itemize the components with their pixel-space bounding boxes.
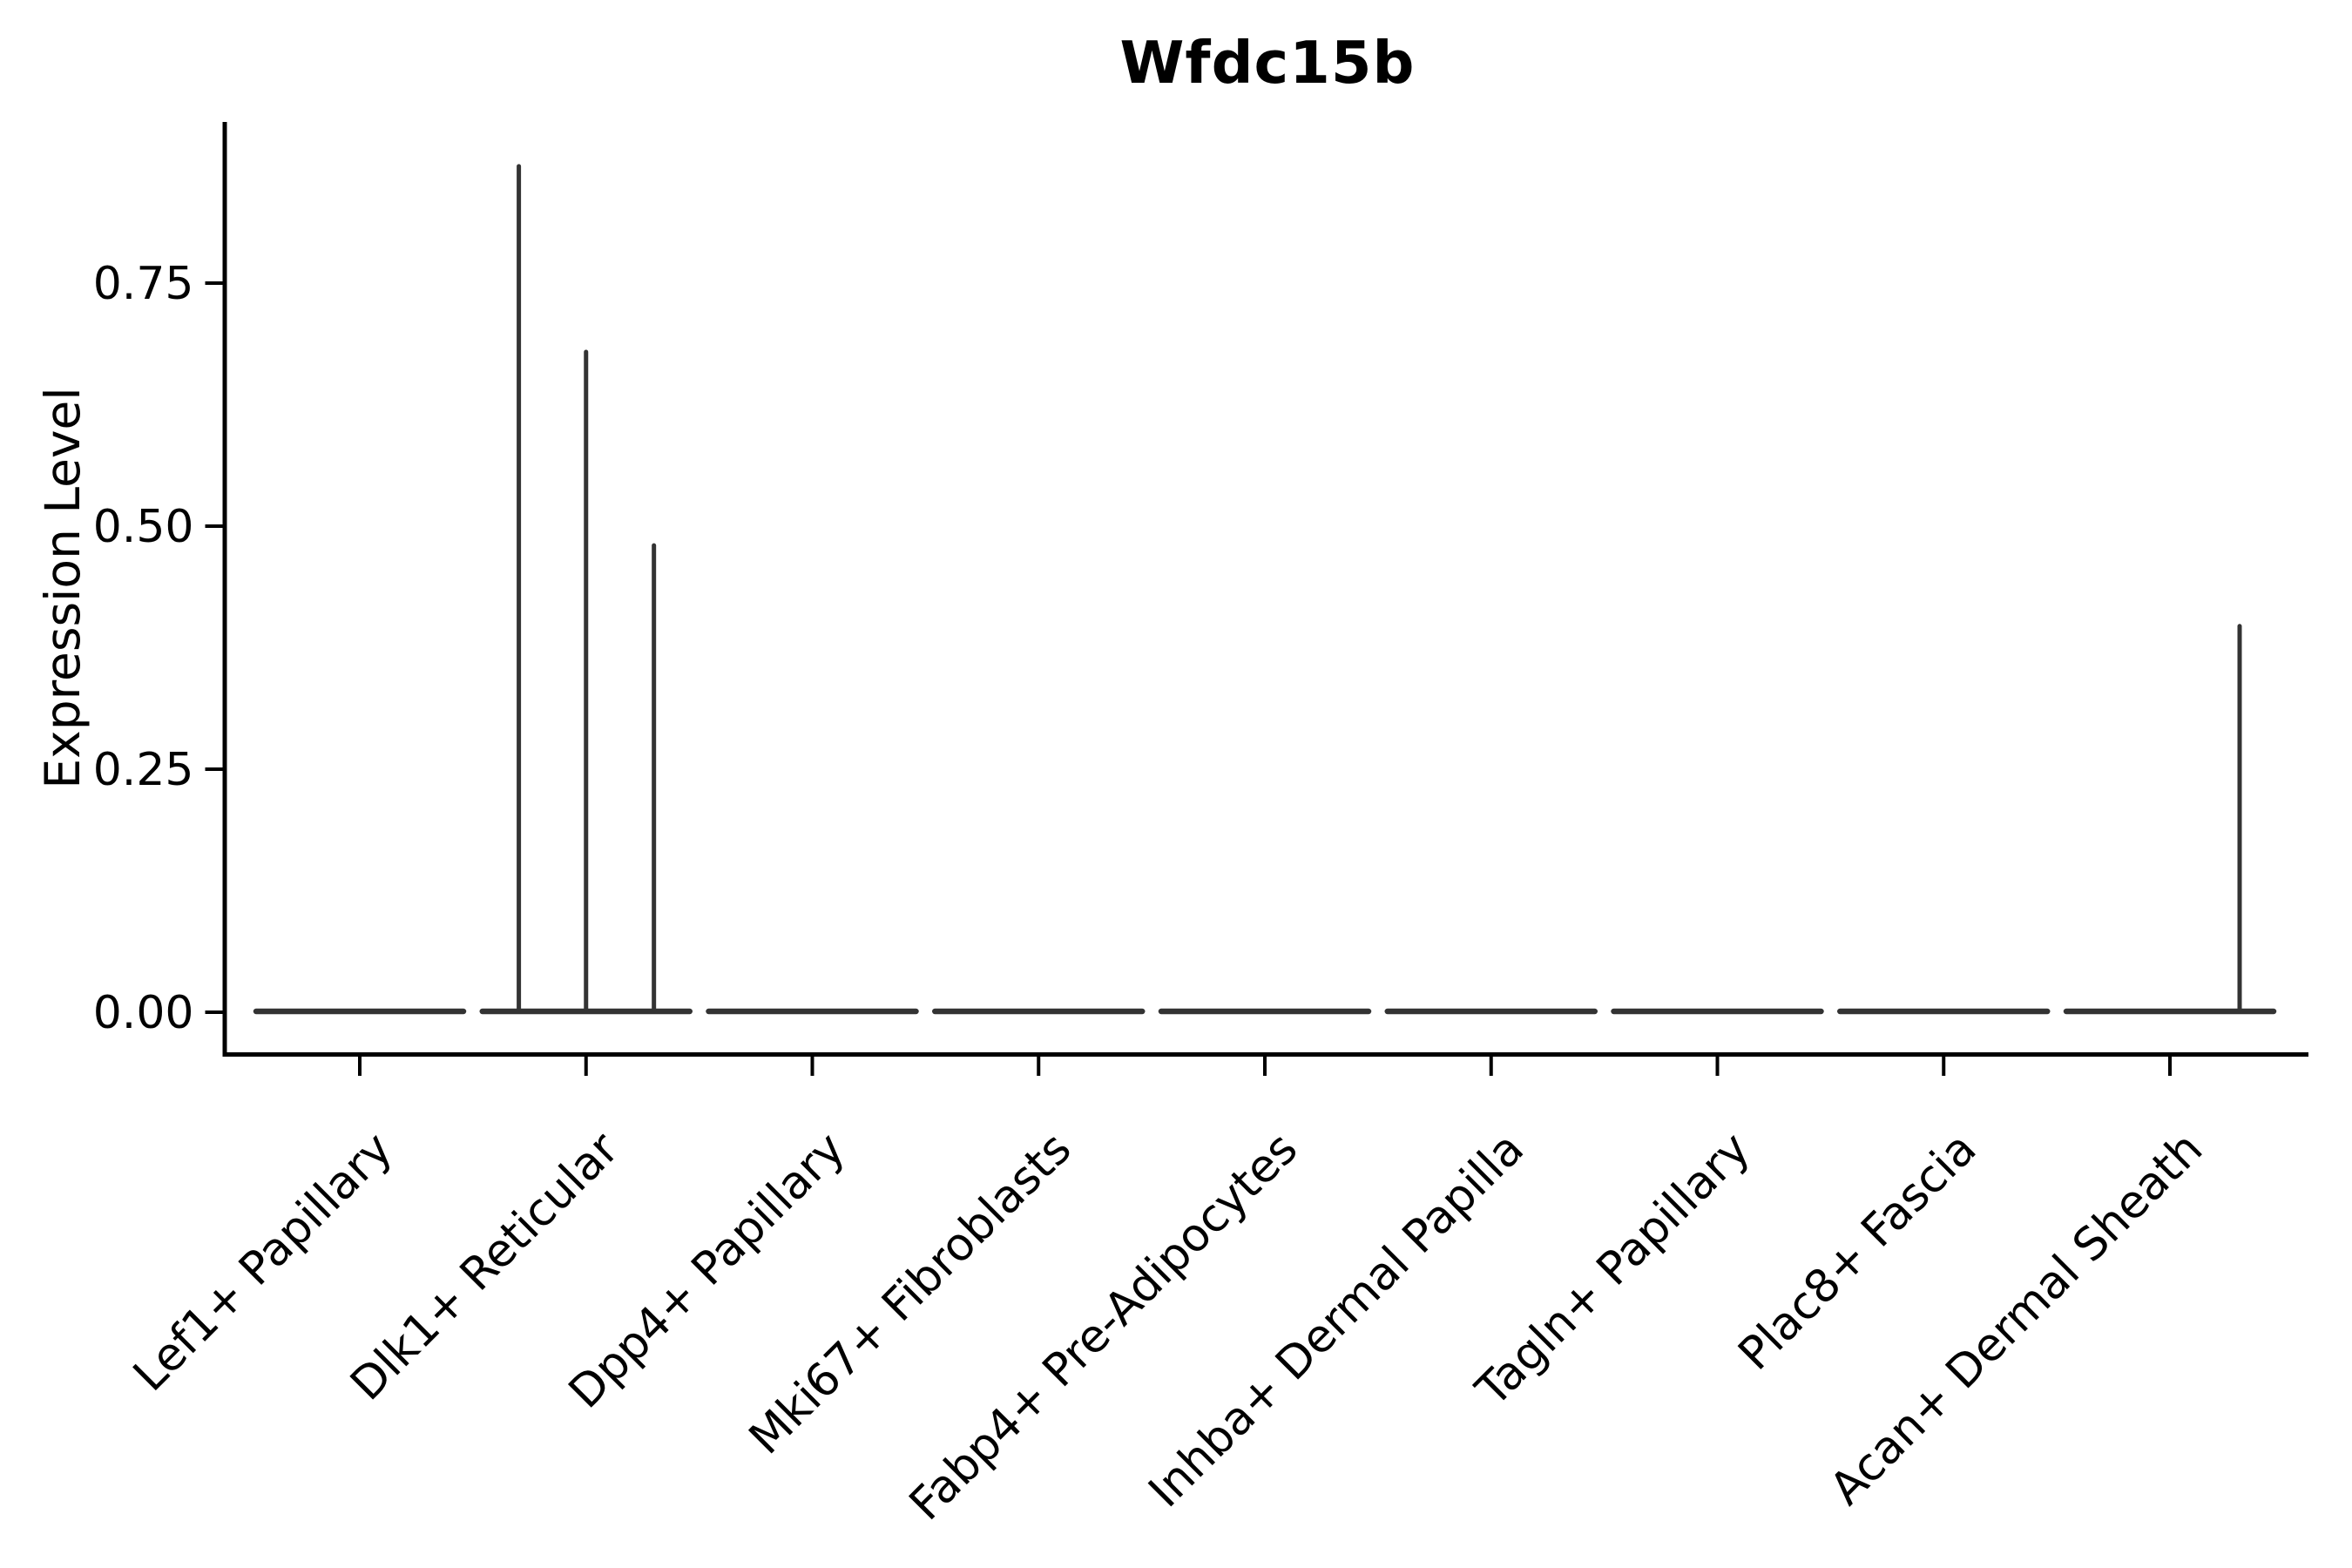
y-tick-label: 0.75 (93, 258, 194, 310)
x-tick-label: Fabp4+ Pre-Adipocytes (900, 1123, 1308, 1531)
y-tick-label: 0.50 (93, 501, 194, 553)
y-tick-label: 0.00 (93, 987, 194, 1039)
x-tick-label: Plac8+ Fascia (1729, 1123, 1987, 1381)
x-tick-label: Acan+ Dermal Sheath (1821, 1123, 2213, 1516)
x-tick-label: Inhba+ Dermal Papilla (1139, 1123, 1533, 1517)
plot-title: Wfdc15b (1119, 29, 1416, 97)
y-tick-label: 0.25 (93, 744, 194, 796)
